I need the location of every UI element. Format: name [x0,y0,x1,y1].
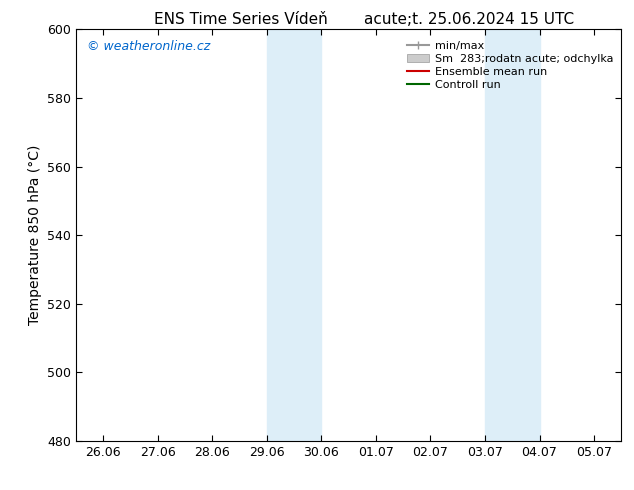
Bar [267,29,321,441]
Bar [485,29,540,441]
Text: ENS Time Series Vídeň: ENS Time Series Vídeň [154,12,328,27]
Text: © weatheronline.cz: © weatheronline.cz [87,40,210,53]
Legend: min/max, Sm  283;rodatn acute; odchylka, Ensemble mean run, Controll run: min/max, Sm 283;rodatn acute; odchylka, … [405,39,616,92]
Y-axis label: Temperature 850 hPa (°C): Temperature 850 hPa (°C) [28,145,42,325]
Text: acute;t. 25.06.2024 15 UTC: acute;t. 25.06.2024 15 UTC [364,12,574,27]
